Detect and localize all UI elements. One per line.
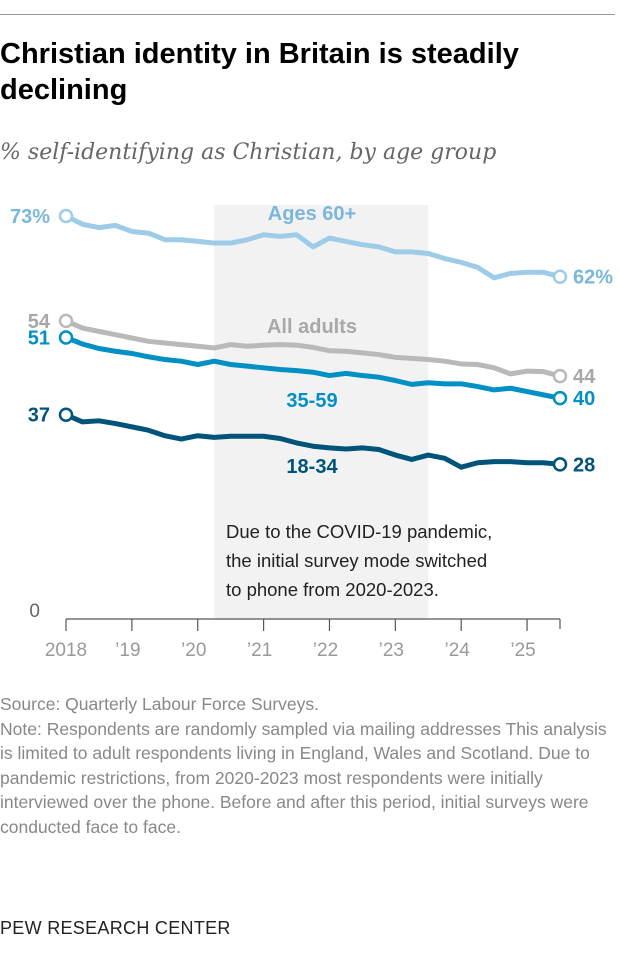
chart-title: Christian identity in Britain is steadil…: [0, 38, 519, 106]
annotation-line: Due to the COVID-19 pandemic,: [226, 521, 492, 542]
brand-logo-text: PEW RESEARCH CENTER: [0, 918, 231, 938]
notes: Source: Quarterly Labour Force Surveys. …: [0, 692, 615, 839]
start-point-marker: [58, 407, 74, 422]
end-value-label: 28: [573, 454, 595, 476]
line-chart: Due to the COVID-19 pandemic, the initial…: [10, 203, 613, 661]
x-tick-label: ’25: [510, 640, 535, 661]
start-value-label: 54: [28, 311, 51, 333]
x-tick-label: 2018: [45, 640, 87, 661]
y-zero-label: 0: [29, 601, 40, 622]
x-tick-label: ’19: [115, 640, 140, 661]
series-name-label: 18-34: [286, 456, 338, 478]
top-rule: [0, 14, 615, 15]
series-line-ages-60-: [63, 213, 563, 281]
end-value-label: 62%: [573, 267, 613, 289]
series-line-35-59: [63, 334, 563, 401]
series-name-label: 35-59: [286, 390, 337, 412]
series-line-all-adults: [63, 318, 563, 379]
start-value-label: 37: [28, 405, 50, 427]
end-point-marker: [552, 390, 568, 406]
series-name-label: All adults: [267, 316, 357, 338]
source-note: Source: Quarterly Labour Force Surveys.: [0, 694, 320, 714]
end-point-marker: [552, 368, 568, 384]
x-tick-label: ’20: [181, 640, 206, 661]
end-point-marker: [552, 457, 568, 472]
x-tick-label: ’23: [379, 640, 404, 661]
x-tick-label: ’24: [445, 640, 471, 661]
start-point-marker: [58, 208, 74, 224]
series-line-18-34: [63, 412, 563, 470]
annotation-line: to phone from 2020-2023.: [226, 579, 439, 600]
series-name-label: Ages 60+: [268, 203, 356, 225]
annotation-line: the initial survey mode switched: [226, 550, 487, 571]
end-value-label: 44: [573, 366, 596, 388]
start-point-marker: [58, 313, 74, 329]
shaded-period: [214, 205, 429, 619]
start-value-label: 73%: [10, 206, 50, 228]
start-value-label: 51: [28, 327, 50, 349]
start-point-marker: [58, 330, 74, 345]
chart-subtitle: % self-identifying as Christian, by age …: [0, 140, 497, 165]
end-point-marker: [552, 269, 568, 284]
x-tick-label: ’22: [313, 640, 338, 661]
methodology-note: Note: Respondents are randomly sampled v…: [0, 718, 607, 837]
x-tick-label: ’21: [247, 640, 272, 661]
end-value-label: 40: [573, 388, 595, 410]
